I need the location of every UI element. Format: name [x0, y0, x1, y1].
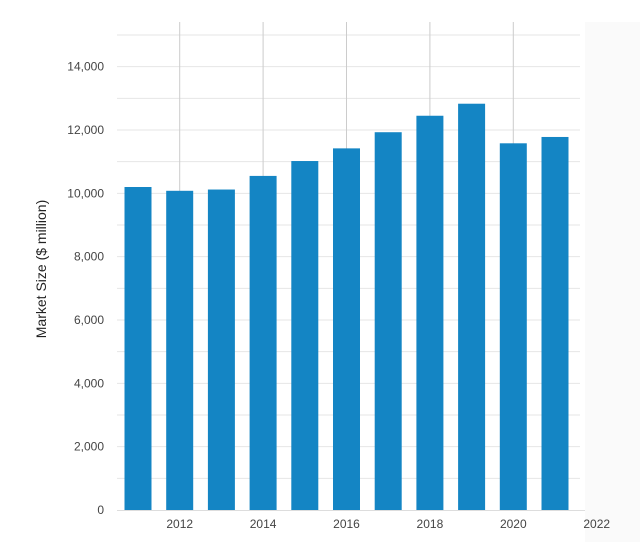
x-tick-label: 2022	[583, 517, 610, 531]
y-tick-label: 4,000	[74, 376, 104, 390]
y-tick-label: 14,000	[67, 60, 104, 74]
bar	[458, 103, 486, 510]
x-tick-label: 2014	[250, 517, 277, 531]
bar	[374, 132, 402, 510]
y-tick-label: 0	[97, 503, 104, 517]
bar	[541, 136, 569, 510]
y-tick-label: 2,000	[74, 440, 104, 454]
bar	[499, 143, 527, 511]
y-tick-label: 8,000	[74, 250, 104, 264]
x-tick-label: 2018	[417, 517, 444, 531]
y-axis-title: Market Size ($ million)	[33, 200, 49, 338]
x-tick-label: 2012	[166, 517, 193, 531]
bar	[124, 187, 152, 510]
x-tick-label: 2016	[333, 517, 360, 531]
bar	[166, 190, 194, 511]
y-tick-label: 6,000	[74, 313, 104, 327]
bar	[249, 175, 277, 510]
bar	[416, 115, 444, 510]
bar	[207, 189, 235, 511]
y-axis-ticks: 0 2,000 4,000 6,000 8,000 10,000 12,000 14,000	[67, 60, 104, 517]
y-tick-label: 12,000	[67, 123, 104, 137]
bar	[291, 161, 319, 511]
bar	[333, 148, 360, 510]
y-tick-label: 10,000	[67, 186, 104, 200]
x-tick-label: 2020	[500, 517, 527, 531]
bars	[117, 103, 585, 511]
x-axis-ticks: 2012 2014 2016 2018 2020 2022	[166, 517, 610, 531]
plot-right-edge	[585, 22, 640, 542]
